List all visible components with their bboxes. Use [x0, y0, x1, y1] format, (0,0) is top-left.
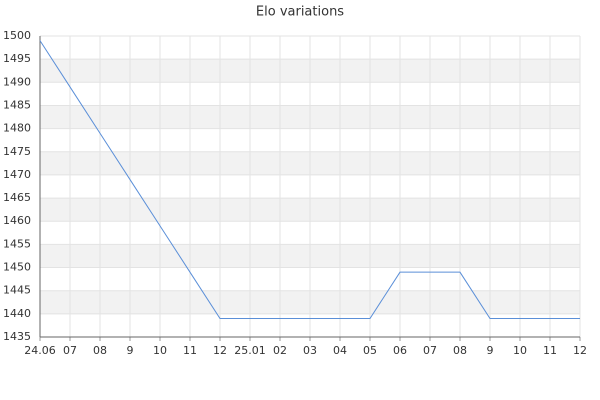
x-tick-label: 03 [303, 344, 317, 357]
x-tick-label: 12 [573, 344, 587, 357]
x-tick-label: 04 [333, 344, 347, 357]
y-tick-label: 1500 [3, 29, 31, 42]
x-tick-label: 06 [393, 344, 407, 357]
x-tick-label: 10 [513, 344, 527, 357]
y-tick-label: 1485 [3, 98, 31, 111]
y-tick-label: 1475 [3, 145, 31, 158]
y-tick-label: 1450 [3, 261, 31, 274]
y-tick-label: 1460 [3, 214, 31, 227]
x-tick-label: 07 [63, 344, 77, 357]
y-tick-label: 1435 [3, 330, 31, 343]
y-tick-label: 1455 [3, 237, 31, 250]
x-tick-label: 11 [183, 344, 197, 357]
x-tick-label: 25.01 [234, 344, 266, 357]
y-tick-label: 1445 [3, 284, 31, 297]
line-series [39, 40, 580, 319]
x-tick-label: 08 [93, 344, 107, 357]
x-tick-label: 9 [127, 344, 134, 357]
y-tick-label: 1480 [3, 122, 31, 135]
chart-title: Elo variations [256, 5, 344, 20]
y-tick-label: 1495 [3, 52, 31, 65]
x-tick-label: 10 [153, 344, 167, 357]
y-tick-label: 1465 [3, 191, 31, 204]
x-tick-label: 02 [273, 344, 287, 357]
y-tick-label: 1470 [3, 168, 31, 181]
y-tick-label: 1440 [3, 307, 31, 320]
x-tick-label: 05 [363, 344, 377, 357]
x-tick-label: 07 [423, 344, 437, 357]
x-tick-label: 9 [487, 344, 494, 357]
x-tick-label: 08 [453, 344, 467, 357]
x-tick-label: 12 [213, 344, 227, 357]
y-tick-label: 1490 [3, 75, 31, 88]
x-tick-label: 11 [543, 344, 557, 357]
x-tick-label: 24.06 [24, 344, 56, 357]
